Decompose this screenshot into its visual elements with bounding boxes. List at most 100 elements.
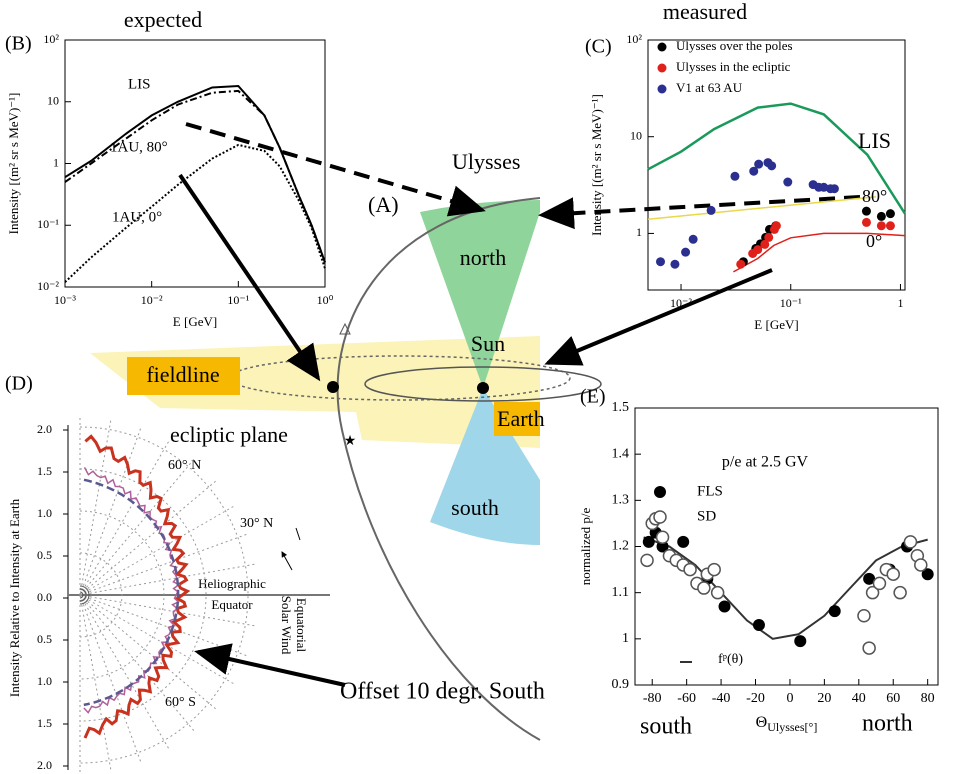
d-tick-label: 0.5: [37, 548, 52, 562]
earth-box: [494, 402, 540, 436]
curve: [647, 102, 907, 215]
sun-dot: [477, 382, 489, 394]
panel-a: ★ (A) Ulysses north Sun fieldline Earth …: [90, 149, 602, 741]
x-tick-label: 10⁻²: [670, 296, 692, 310]
y-tick-label: 10²: [626, 32, 642, 46]
legend-marker: [653, 510, 667, 524]
south-label: south: [451, 495, 499, 520]
polar-spoke: [79, 425, 143, 596]
x-tick-label: 20: [817, 691, 831, 706]
arrow: [544, 268, 773, 366]
x-axis-label: E [GeV]: [173, 314, 217, 329]
polar-arc: [79, 552, 123, 638]
data-point: [670, 259, 680, 269]
data-point: [753, 245, 763, 255]
polar-center: [79, 585, 90, 605]
data-point: [885, 209, 895, 219]
legend-text: SD: [697, 508, 716, 524]
y-tick-label: 1: [636, 225, 642, 239]
equator-label: Equator: [211, 597, 253, 612]
polar-curve: [83, 478, 180, 707]
equator-label: Heliographic: [198, 576, 266, 591]
polar-spoke: [79, 594, 250, 658]
x-tick-label: -20: [746, 691, 765, 706]
series-label: 1AU, 80°: [110, 139, 168, 155]
data-point: [681, 247, 691, 257]
earth-orbit: [364, 366, 602, 402]
data-point: [876, 221, 886, 231]
polar-arc: [79, 468, 207, 722]
y-tick-label: 1.3: [612, 493, 630, 508]
data-point: [764, 232, 774, 242]
chart-title: expected: [124, 7, 202, 32]
x-tick-label: -60: [677, 691, 696, 706]
y-axis-label: Intensity [(m² sr s MeV)⁻¹]: [589, 94, 604, 236]
panel-d: (D) Intensity Relative to Intensity at E…: [5, 373, 545, 774]
x-axis-label-main: Θ: [756, 714, 768, 731]
d-tick-label: 2.0: [37, 758, 52, 772]
data-point: [914, 558, 928, 572]
y-tick-label: 10: [47, 94, 59, 108]
annotation: south: [640, 714, 692, 740]
data-point: [656, 257, 666, 267]
d-tick-label: 1.0: [37, 674, 52, 688]
curve-label: 80°: [862, 186, 887, 206]
x-axis-label-sub: Ulysses[°]: [767, 720, 817, 734]
x-tick-label: 10⁻²: [141, 293, 163, 307]
d-y-label: Intensity Relative to Intensity at Earth: [7, 498, 22, 697]
series-line: [64, 84, 326, 263]
ecliptic-label: ecliptic plane: [170, 422, 288, 447]
data-point: [760, 239, 770, 249]
data-point: [688, 234, 698, 244]
ulysses-dot: [327, 381, 339, 393]
star-marker: ★: [344, 434, 357, 449]
data-point: [863, 572, 876, 585]
sun-label: Sun: [471, 331, 505, 356]
triangle-marker: [339, 322, 351, 335]
chart: (E) p/e at 2.5 GV -80 -60 -40 -20 0 20 40 60 80 0.9…: [578, 386, 939, 740]
data-point: [683, 562, 697, 577]
y-tick-label: 10⁻²: [37, 279, 59, 293]
d-tick-label: 0.0: [37, 590, 52, 604]
polar-spoke: [79, 594, 171, 752]
data-point: [736, 259, 746, 269]
arrow: [178, 173, 321, 382]
data-point: [697, 581, 711, 595]
ulysses-label: Ulysses: [452, 149, 520, 174]
x-tick-label: 1: [897, 296, 903, 310]
data-point: [752, 618, 765, 631]
x-axis-label: E [GeV]: [754, 317, 798, 332]
data-point: [921, 568, 934, 581]
y-tick-label: 10: [630, 128, 642, 142]
data-point: [730, 171, 740, 181]
d-tick-label: 1.0: [37, 506, 52, 520]
polar-spoke: [79, 456, 197, 596]
data-point: [861, 206, 871, 216]
solar-wind-label: Solar Wind: [279, 596, 294, 655]
data-point: [872, 576, 887, 591]
polar-spoke: [79, 438, 171, 596]
x-tick-label: 60: [886, 691, 900, 706]
series-line: [64, 143, 326, 283]
fieldline-label: fieldline: [146, 362, 219, 387]
data-point: [771, 221, 781, 231]
x-tick-label: -40: [712, 691, 731, 706]
legend-text: Ulysses in the ecliptic: [676, 59, 791, 74]
x-tick-label: 40: [852, 691, 866, 706]
x-axis-label: ΘUlysses[°]: [756, 714, 818, 734]
y-tick-label: 1.5: [612, 400, 630, 415]
y-tick-label: 0.9: [612, 677, 630, 692]
earth-label: Earth: [497, 406, 545, 431]
chart-title: measured: [663, 0, 747, 24]
data-point: [640, 553, 654, 568]
y-tick-label: 10⁻¹: [37, 217, 59, 231]
legend-text: fᵖ(θ): [718, 652, 743, 667]
data-point: [656, 540, 669, 553]
data-point: [828, 605, 841, 618]
annotation: north: [862, 711, 913, 737]
curve: [733, 232, 906, 273]
y-axis-label: Intensity [(m² sr s MeV)⁻¹]: [6, 93, 21, 235]
panel-label: (A): [368, 192, 399, 217]
y-tick-label: 1.4: [612, 446, 630, 461]
